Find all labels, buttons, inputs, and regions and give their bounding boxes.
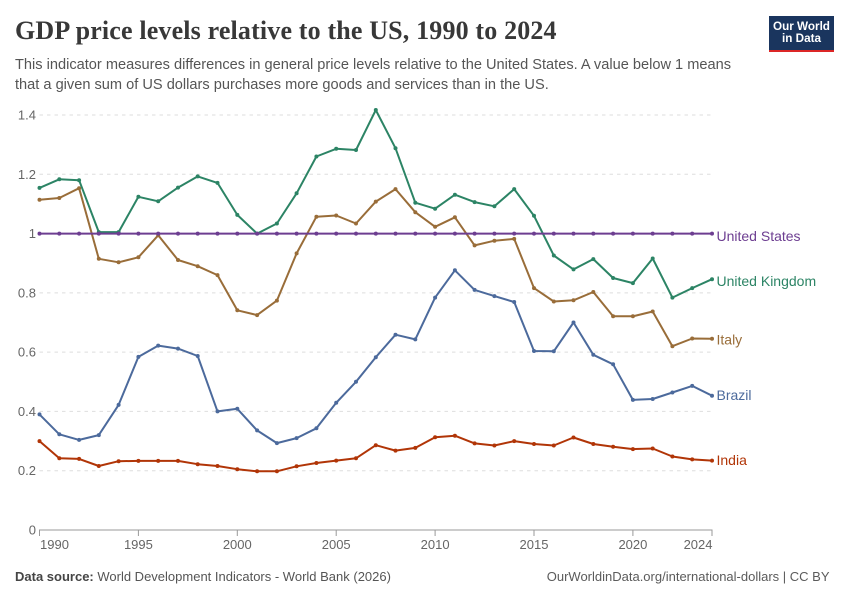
svg-text:1995: 1995: [124, 537, 153, 552]
svg-text:Italy: Italy: [717, 332, 743, 348]
svg-text:United Kingdom: United Kingdom: [717, 273, 817, 289]
svg-text:1: 1: [29, 226, 36, 241]
svg-text:0: 0: [29, 523, 36, 538]
svg-text:2020: 2020: [618, 537, 647, 552]
svg-text:2000: 2000: [223, 537, 252, 552]
svg-text:Brazil: Brazil: [717, 387, 752, 403]
svg-text:0.8: 0.8: [18, 285, 36, 300]
svg-text:2010: 2010: [421, 537, 450, 552]
svg-text:India: India: [717, 452, 748, 468]
svg-text:1990: 1990: [40, 537, 69, 552]
svg-text:2024: 2024: [684, 537, 713, 552]
svg-text:2005: 2005: [322, 537, 351, 552]
svg-text:2015: 2015: [520, 537, 549, 552]
svg-text:0.6: 0.6: [18, 345, 36, 360]
svg-text:0.4: 0.4: [18, 404, 36, 419]
svg-text:0.2: 0.2: [18, 463, 36, 478]
svg-text:1.4: 1.4: [18, 108, 36, 123]
svg-text:1.2: 1.2: [18, 167, 36, 182]
svg-text:United States: United States: [717, 228, 801, 244]
